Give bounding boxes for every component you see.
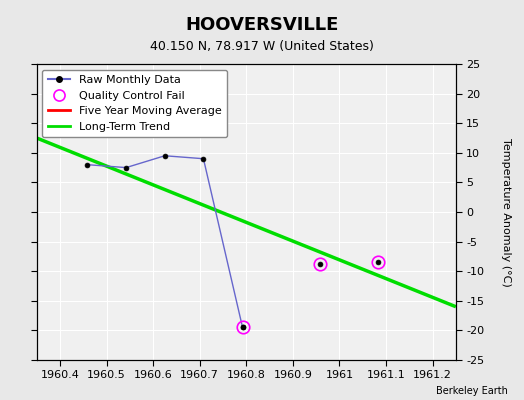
Text: Berkeley Earth: Berkeley Earth	[436, 386, 508, 396]
Text: HOOVERSVILLE: HOOVERSVILLE	[185, 16, 339, 34]
Y-axis label: Temperature Anomaly (°C): Temperature Anomaly (°C)	[501, 138, 511, 286]
Text: 40.150 N, 78.917 W (United States): 40.150 N, 78.917 W (United States)	[150, 40, 374, 53]
Legend: Raw Monthly Data, Quality Control Fail, Five Year Moving Average, Long-Term Tren: Raw Monthly Data, Quality Control Fail, …	[42, 70, 227, 137]
